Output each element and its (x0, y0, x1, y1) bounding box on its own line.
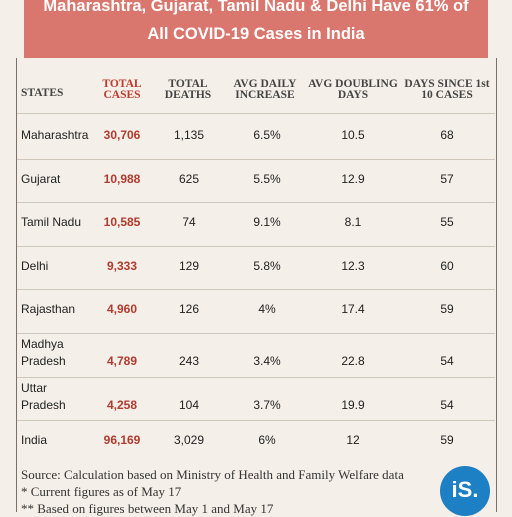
header-rule (17, 113, 495, 114)
state-name-line: Tamil Nadu (21, 215, 82, 230)
cell-deaths: 1,135 (173, 128, 205, 142)
cell-state: Rajasthan (21, 301, 75, 318)
cell-daily: 5.5% (253, 171, 281, 186)
state-name-line: Pradesh (21, 397, 66, 412)
cell-doubling: 12.9 (341, 171, 365, 186)
cell-days: 68 (440, 128, 454, 142)
cell-days: 59 (440, 433, 454, 448)
footer-note-2: ** Based on figures between May 1 and Ma… (21, 501, 274, 516)
table-row: Gujarat 10,988 625 5.5% 12.9 57 (17, 160, 495, 204)
cell-cases: 4,258 (106, 397, 138, 412)
cell-state: India (21, 432, 47, 449)
cell-cases: 10,988 (103, 171, 141, 186)
cell-state: Delhi (21, 258, 48, 275)
cell-daily: 6% (258, 433, 276, 448)
cell-state: Gujarat (21, 171, 60, 188)
title-line-2: All COVID-19 Cases in India (147, 25, 365, 43)
row-divider (17, 158, 495, 160)
state-name-line: Delhi (21, 258, 49, 273)
header-days-since: DAYS SINCE 1st 10 CASES (404, 78, 490, 101)
header-total-deaths: TOTAL DEATHS (164, 78, 212, 101)
cell-daily: 4% (258, 302, 276, 317)
cell-days: 60 (440, 258, 454, 273)
cell-doubling: 10.5 (341, 128, 365, 142)
indiaspend-logo: iS. (440, 466, 490, 516)
cell-daily: 3.4% (253, 354, 281, 368)
cell-deaths: 74 (182, 215, 196, 230)
state-name-line: Maharashtra (21, 128, 89, 142)
state-name-line: Rajasthan (21, 302, 76, 317)
cell-doubling: 12 (346, 433, 360, 448)
cell-doubling: 17.4 (341, 302, 365, 317)
cell-deaths: 625 (178, 171, 200, 186)
header-states: STATES (21, 87, 64, 99)
cell-state: Madhya Pradesh (21, 336, 66, 370)
cell-days: 57 (440, 171, 454, 186)
cell-deaths: 243 (178, 354, 200, 368)
state-name-line: India (21, 433, 48, 448)
title-line-1: Maharashtra, Gujarat, Tamil Nadu & Delhi… (43, 0, 469, 15)
cell-days: 54 (440, 397, 454, 412)
cell-state: Tamil Nadu (21, 214, 81, 231)
table-row: Madhya Pradesh 4,789 243 3.4% 22.8 54 (17, 334, 495, 378)
cell-cases: 96,169 (103, 433, 141, 448)
cell-deaths: 3,029 (173, 433, 205, 448)
title-banner: Maharashtra, Gujarat, Tamil Nadu & Delhi… (24, 0, 488, 58)
footer-note-1: * Current figures as of May 17 (21, 484, 182, 499)
table-row: India 96,169 3,029 6% 12 59 (17, 421, 495, 465)
table-row: Rajasthan 4,960 126 4% 17.4 59 (17, 290, 495, 334)
state-name-line: Pradesh (21, 354, 66, 368)
cell-daily: 5.8% (253, 258, 281, 273)
header-avg-daily: AVG DAILY INCREASE (233, 78, 297, 101)
table-row: Tamil Nadu 10,585 74 9.1% 8.1 55 (17, 203, 495, 247)
cell-state: Maharashtra (21, 127, 88, 144)
table-row: Delhi 9,333 129 5.8% 12.3 60 (17, 247, 495, 291)
cell-daily: 6.5% (253, 128, 281, 142)
state-name-line: Uttar (21, 380, 48, 395)
cell-doubling: 22.8 (341, 354, 365, 368)
cell-days: 54 (440, 354, 454, 368)
cell-doubling: 19.9 (341, 397, 365, 412)
cell-cases: 4,960 (106, 302, 138, 317)
cell-state: Uttar Pradesh (21, 380, 66, 414)
cell-deaths: 126 (178, 302, 200, 317)
header-avg-doubling: AVG DOUBLING DAYS (308, 78, 398, 101)
state-name-line: Madhya (21, 337, 64, 351)
row-divider (17, 420, 495, 422)
cell-days: 55 (440, 215, 454, 230)
state-name-line: Gujarat (21, 171, 61, 186)
row-divider (17, 376, 495, 378)
cell-cases: 30,706 (103, 128, 141, 142)
cell-daily: 3.7% (253, 397, 281, 412)
row-divider (17, 202, 495, 204)
row-divider (17, 245, 495, 247)
row-divider (17, 333, 495, 334)
row-divider (17, 289, 495, 291)
cell-cases: 10,585 (103, 215, 141, 230)
right-border (496, 58, 497, 512)
cell-daily: 9.1% (253, 215, 281, 230)
cell-doubling: 12.3 (341, 258, 365, 273)
footer-source: Source: Calculation based on Ministry of… (21, 467, 404, 482)
cell-cases: 9,333 (106, 258, 138, 273)
cell-doubling: 8.1 (344, 215, 362, 230)
left-border (16, 58, 17, 512)
cell-deaths: 104 (178, 397, 200, 412)
cell-cases: 4,789 (106, 354, 138, 368)
cell-deaths: 129 (178, 258, 200, 273)
cell-days: 59 (440, 302, 454, 317)
header-total-cases: TOTAL CASES (102, 78, 142, 101)
table-header: STATES TOTAL CASES TOTAL DEATHS AVG DAIL… (17, 72, 495, 112)
table-row: Maharashtra 30,706 1,135 6.5% 10.5 68 (17, 116, 495, 160)
table-row: Uttar Pradesh 4,258 104 3.7% 19.9 54 (17, 378, 495, 422)
